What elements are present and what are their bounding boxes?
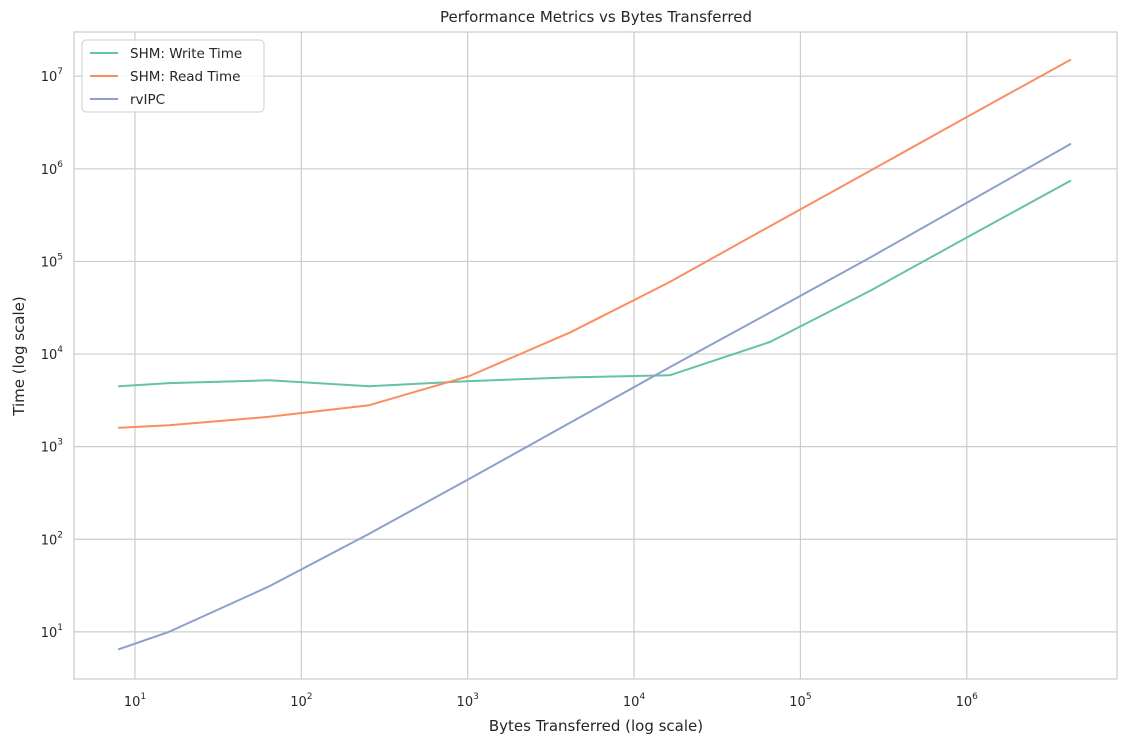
grid: [74, 32, 1117, 679]
y-tick-base: 10: [41, 348, 58, 363]
chart-title: Performance Metrics vs Bytes Transferred: [440, 8, 752, 26]
x-tick-label: 103: [457, 692, 479, 710]
y-tick-base: 10: [41, 163, 58, 178]
x-tick-exponent: 1: [140, 692, 146, 702]
x-tick-base: 10: [956, 695, 973, 710]
y-tick-label: 104: [41, 345, 64, 363]
y-tick-exponent: 5: [57, 252, 63, 262]
legend-label: SHM: Write Time: [130, 46, 242, 62]
y-tick-base: 10: [41, 70, 58, 85]
legend-box: [81, 39, 265, 113]
x-tick-label: 106: [956, 692, 979, 710]
y-axis-label: Time (log scale): [10, 296, 28, 416]
y-tick-exponent: 7: [57, 67, 63, 77]
y-tick-exponent: 4: [57, 345, 63, 355]
y-tick-label: 101: [41, 623, 63, 641]
x-tick-base: 10: [290, 695, 307, 710]
y-tick-label: 107: [41, 67, 63, 85]
x-tick-label: 102: [290, 692, 312, 710]
y-tick-base: 10: [41, 626, 58, 641]
y-tick-base: 10: [41, 441, 58, 456]
y-tick-exponent: 6: [57, 160, 63, 170]
x-tick-exponent: 4: [639, 692, 645, 702]
x-tick-label: 101: [124, 692, 146, 710]
y-tick-label: 105: [41, 252, 63, 270]
y-tick-label: 106: [41, 160, 64, 178]
x-tick-base: 10: [124, 695, 141, 710]
x-tick-label: 105: [789, 692, 811, 710]
x-axis-label: Bytes Transferred (log scale): [489, 717, 703, 735]
y-tick-exponent: 1: [57, 623, 63, 633]
legend: SHM: Write Time SHM: Read Time rvIPC: [81, 39, 265, 113]
series-line-2: [117, 58, 1072, 429]
x-tick-base: 10: [623, 695, 640, 710]
plot-frame: [73, 31, 1118, 680]
x-tick-exponent: 2: [307, 692, 313, 702]
x-tick-labels: 101 102 103 104 105 106: [124, 692, 978, 710]
x-tick-base: 10: [789, 695, 806, 710]
y-tick-exponent: 3: [57, 438, 63, 448]
x-tick-exponent: 3: [473, 692, 479, 702]
y-tick-label: 103: [41, 438, 63, 456]
y-tick-base: 10: [41, 255, 58, 270]
legend-label: SHM: Read Time: [130, 69, 240, 85]
y-tick-exponent: 2: [57, 530, 63, 540]
y-tick-base: 10: [41, 533, 58, 548]
series-line-1: [117, 179, 1072, 388]
y-tick-label: 102: [41, 530, 63, 548]
x-tick-exponent: 5: [806, 692, 812, 702]
x-tick-exponent: 6: [972, 692, 978, 702]
x-tick-base: 10: [457, 695, 474, 710]
series-lines: [117, 58, 1072, 651]
legend-label: rvIPC: [130, 92, 165, 108]
series-line-3: [117, 143, 1072, 651]
x-tick-label: 104: [623, 692, 646, 710]
